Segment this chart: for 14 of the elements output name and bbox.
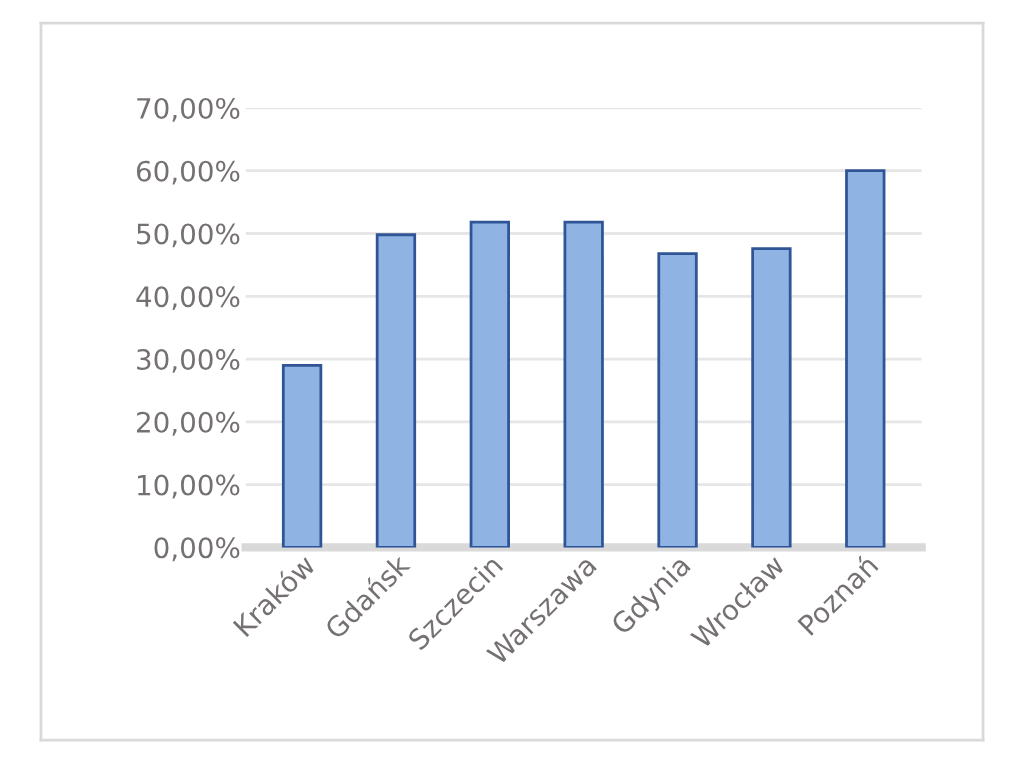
bar	[845, 169, 886, 548]
y-tick-label: 70,00%	[137, 97, 240, 122]
bar	[375, 233, 417, 548]
bar	[563, 220, 604, 548]
bar	[751, 247, 792, 548]
bar	[657, 252, 698, 548]
y-tick-label: 30,00%	[137, 349, 240, 373]
y-tick-label: 20,00%	[137, 411, 240, 436]
y-tick-label: 60,00%	[136, 160, 240, 185]
bar	[469, 220, 510, 548]
y-tick-label: 50,00%	[137, 223, 240, 248]
bar	[281, 363, 323, 548]
y-tick-label: 10,00%	[138, 474, 240, 499]
y-tick-label: 40,00%	[136, 286, 240, 311]
